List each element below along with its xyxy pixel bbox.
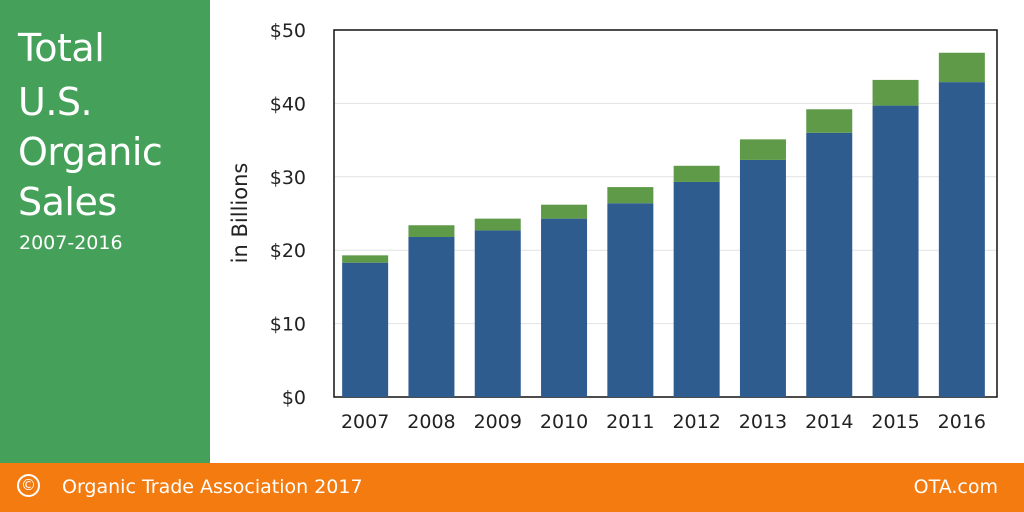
- chart-title-line-3: Organic: [18, 130, 163, 174]
- y-axis-label: in Billions: [228, 163, 252, 264]
- bar-food-2011: [607, 203, 654, 397]
- bar-food-2014: [806, 132, 853, 397]
- bar-food-2008: [408, 236, 455, 397]
- plot-frame: [333, 29, 998, 398]
- y-tick-label: $10: [270, 314, 306, 336]
- chart-title-line-2: U.S.: [18, 80, 93, 124]
- copyright-icon: ©: [17, 474, 40, 497]
- bar-food-2007: [342, 262, 389, 397]
- bar-food-2013: [739, 159, 786, 397]
- bar-food-2016: [938, 82, 985, 397]
- footer-bar: © Organic Trade Association 2017 OTA.com: [0, 463, 1024, 512]
- x-tick-label: 2007: [341, 411, 389, 433]
- bar-food-2009: [474, 230, 521, 397]
- x-tick-label: 2010: [540, 411, 588, 433]
- bar-nonfood-2014: [806, 109, 853, 133]
- footer-url-link[interactable]: OTA.com: [913, 476, 998, 498]
- y-tick-label: $20: [270, 240, 306, 262]
- x-tick-label: 2012: [672, 411, 720, 433]
- x-tick-label: 2015: [871, 411, 919, 433]
- chart-title-line-1: Total: [18, 26, 105, 70]
- bar-nonfood-2016: [938, 52, 985, 83]
- bar-nonfood-2009: [474, 218, 521, 231]
- x-tick-label: 2016: [938, 411, 986, 433]
- bar-food-2012: [673, 181, 720, 397]
- x-tick-label: 2008: [407, 411, 455, 433]
- y-tick-label: $50: [270, 20, 306, 42]
- y-tick-label: $30: [270, 167, 306, 189]
- chart-area: $0 $10 $20 $30 $40 $50 2007 2008 2009 2010 2011 201…: [210, 0, 1024, 463]
- y-tick-label: $40: [270, 93, 306, 115]
- bar-nonfood-2012: [673, 165, 720, 182]
- chart-subtitle: 2007-2016: [19, 232, 123, 254]
- chart-title-line-4: Sales: [18, 180, 117, 224]
- bar-nonfood-2011: [607, 187, 654, 204]
- x-tick-label: 2011: [606, 411, 654, 433]
- bar-nonfood-2015: [872, 79, 919, 106]
- y-tick-label: $0: [282, 387, 306, 409]
- bar-nonfood-2010: [541, 204, 588, 219]
- x-tick-label: 2009: [474, 411, 522, 433]
- bar-nonfood-2008: [408, 225, 455, 237]
- x-tick-label: 2013: [739, 411, 787, 433]
- bar-food-2015: [872, 105, 919, 398]
- footer-credit: Organic Trade Association 2017: [62, 476, 363, 498]
- title-panel: Total U.S. Organic Sales 2007-2016: [0, 0, 210, 463]
- x-tick-label: 2014: [805, 411, 853, 433]
- bar-nonfood-2007: [342, 255, 389, 263]
- bar-chart: $0 $10 $20 $30 $40 $50 2007 2008 2009 2010 2011 201…: [228, 20, 998, 433]
- bar-nonfood-2013: [739, 139, 786, 160]
- bar-food-2010: [541, 218, 588, 397]
